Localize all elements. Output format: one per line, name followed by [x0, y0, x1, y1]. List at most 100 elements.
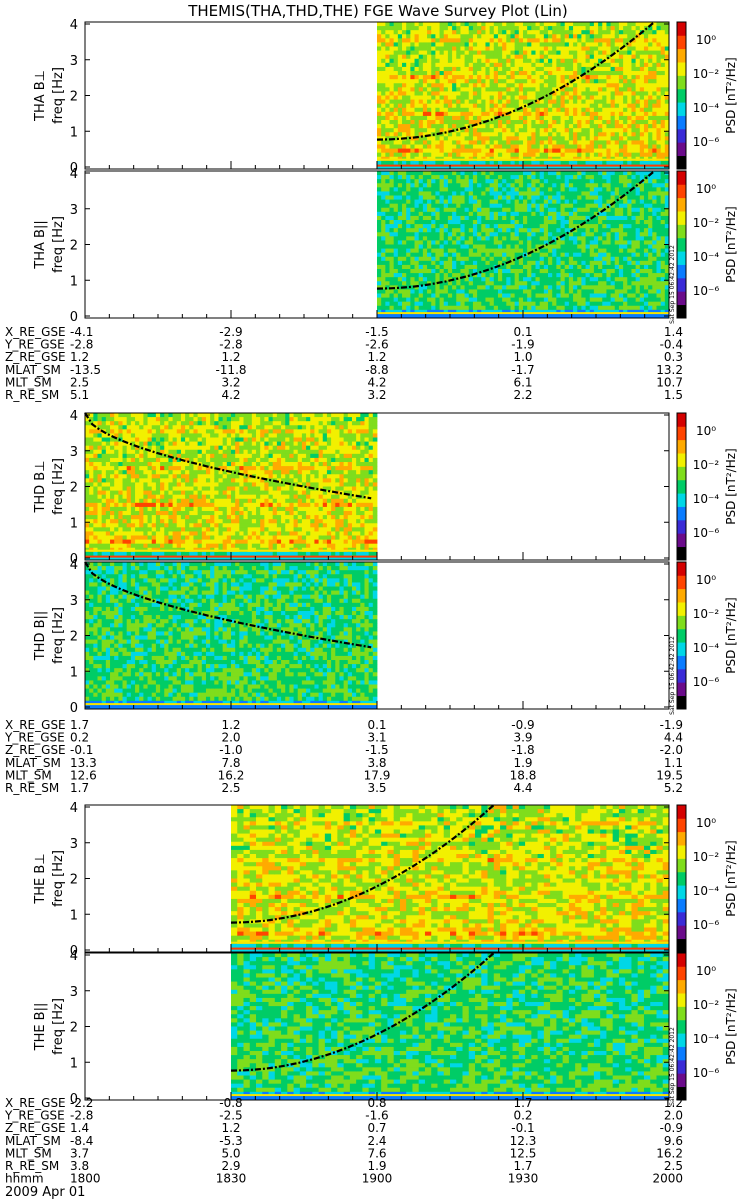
spectral-line	[377, 158, 669, 161]
ephemeris-value: -0.1	[511, 1121, 534, 1135]
timestamp-stamp: Sat Sep 15 06:42:42 2012	[669, 636, 676, 715]
panel-thd-bpar: 0 1 2 3 4 THD B|| freq [Hz] 10⁰ 10⁻² 10⁻⁴ 10⁻⁶ PSD …	[33, 558, 738, 716]
ephemeris-value: -0.1	[70, 743, 93, 757]
cyclotron-trace	[376, 21, 656, 141]
timestamp-stamp: Sat Sep 15 06:42:42 2012	[669, 245, 676, 324]
spectral-line	[85, 549, 377, 552]
ephemeris-row-label: Z_RE_GSE	[5, 1121, 66, 1135]
ephemeris-value: 0.7	[367, 1121, 386, 1135]
ephemeris-value: -1.5	[365, 325, 388, 339]
ephemeris-value: 12.6	[70, 768, 97, 782]
ephemeris-value: 3.8	[367, 756, 386, 770]
freq-axis-label: freq [Hz]	[51, 458, 66, 515]
ephemeris-value: -2.5	[219, 1109, 242, 1123]
freq-tick-label: 4	[70, 801, 78, 816]
ephemeris-value: 12.3	[510, 1134, 537, 1148]
ephemeris-row-label: X_RE_GSE	[5, 718, 66, 732]
ephemeris-value: -4.1	[70, 325, 93, 339]
spectral-line	[231, 1094, 669, 1097]
colorbar-tick-label: 10⁻²	[693, 998, 720, 1012]
ephemeris-row-label: Z_RE_GSE	[5, 350, 66, 364]
freq-tick-label: 3	[70, 594, 78, 609]
ephemeris-value: 4.2	[221, 388, 240, 402]
cyclotron-trace	[84, 561, 372, 649]
ephemeris-row-label: Y_RE_GSE	[4, 1109, 65, 1123]
figure-title: THEMIS(THA,THD,THE) FGE Wave Survey Plot…	[187, 2, 568, 20]
panel-tha-bpar: 0 1 2 3 4 THA B|| freq [Hz] 10⁰ 10⁻² 10⁻⁴ 10⁻⁶ PSD …	[33, 167, 738, 325]
ephemeris-value: 1.9	[513, 756, 532, 770]
ephemeris-value: 1.4	[664, 325, 683, 339]
ephemeris-value: -8.8	[365, 363, 388, 377]
colorbar-tick-label: 10⁰	[696, 33, 716, 47]
ephemeris-thd: X_RE_GSE 1.7 1.2 0.1 -0.9 -1.9 Y_RE_GSE 0.2 2.0 3…	[4, 718, 683, 795]
spectrogram-image	[231, 805, 670, 953]
colorbar-tick-label: 10⁻²	[693, 216, 720, 230]
ephemeris-row-label: MLT_SM	[5, 375, 52, 389]
freq-tick-label: 2	[70, 873, 78, 888]
ephemeris-tha: X_RE_GSE -4.1 -2.9 -1.5 0.1 1.4 Y_RE_GSE -2.8 -2…	[4, 325, 683, 402]
ephemeris-value: -2.2	[70, 1096, 93, 1110]
ephemeris-value: -2.8	[219, 338, 242, 352]
ephemeris-value: 19.5	[656, 768, 683, 782]
colorbar-tick-label: 10⁰	[696, 424, 716, 438]
ephemeris-value: -2.6	[365, 338, 388, 352]
panel-label: THD B⊥	[33, 460, 48, 513]
ephemeris-value: 5.1	[70, 388, 89, 402]
ephemeris-tables: X_RE_GSE -4.1 -2.9 -1.5 0.1 1.4 Y_RE_GSE -2.8 -2…	[4, 325, 683, 1186]
freq-tick-label: 0	[70, 310, 78, 325]
freq-tick-label: 3	[70, 54, 78, 69]
colorbar-tick-label: 10⁻²	[693, 607, 720, 621]
freq-tick-label: 0	[70, 552, 78, 567]
colorbar-tick-label: 10⁰	[696, 816, 716, 830]
freq-tick-label: 1	[70, 908, 78, 923]
freq-tick-label: 4	[70, 949, 78, 964]
freq-tick-label: 1	[70, 516, 78, 531]
ephemeris-value: 1.2	[221, 350, 240, 364]
ephemeris-value: 1.2	[221, 718, 240, 732]
ephemeris-row-label: Y_RE_GSE	[4, 731, 65, 745]
ephemeris-value: 0.1	[367, 718, 386, 732]
ephemeris-value: 10.7	[656, 375, 683, 389]
freq-tick-label: 0	[70, 701, 78, 716]
ephemeris-value: 1.2	[221, 1121, 240, 1135]
colorbar: 10⁰ 10⁻² 10⁻⁴ 10⁻⁶ PSD [nT²/Hz]	[676, 804, 738, 953]
ephemeris-value: 16.2	[218, 768, 245, 782]
spectrogram-image	[377, 171, 670, 319]
ephemeris-row-label: R_RE_SM	[5, 781, 59, 795]
ephemeris-row-label: X_RE_GSE	[5, 325, 66, 339]
ephemeris-value: -0.8	[219, 1096, 242, 1110]
ephemeris-value: 13.2	[656, 363, 683, 377]
ephemeris-row-label: X_RE_GSE	[5, 1096, 66, 1110]
ephemeris-value: -2.9	[219, 325, 242, 339]
ephemeris-row-label: R_RE_SM	[5, 1159, 59, 1173]
colorbar-tick-label: 10⁻⁶	[693, 1066, 720, 1080]
freq-tick-label: 2	[70, 481, 78, 496]
colorbar-tick-label: 10⁻⁶	[693, 526, 720, 540]
ephemeris-value: 7.8	[221, 756, 240, 770]
panel-the-bperp: 0 1 2 3 4 THE B⊥ freq [Hz] 10⁰ 10⁻² 10⁻⁴ 10⁻⁶ PSD […	[33, 801, 738, 959]
ephemeris-value: -13.5	[70, 363, 101, 377]
ephemeris-value: 3.2	[367, 388, 386, 402]
ephemeris-value: 2.5	[221, 781, 240, 795]
ephemeris-value: 5.2	[664, 781, 683, 795]
ephemeris-value: 1.2	[70, 350, 89, 364]
ephemeris-row-label: Y_RE_GSE	[4, 338, 65, 352]
colorbar-label: PSD [nT²/Hz]	[724, 840, 738, 916]
panel-label: THA B||	[33, 220, 48, 269]
panel-thd-bperp: 0 1 2 3 4 THD B⊥ freq [Hz] 10⁰ 10⁻² 10⁻⁴ 10⁻⁶ PSD […	[33, 409, 738, 567]
ephemeris-value: 0.8	[367, 1096, 386, 1110]
freq-tick-label: 2	[70, 239, 78, 254]
colorbar-tick-label: 10⁻⁴	[693, 884, 720, 898]
freq-tick-label: 3	[70, 445, 78, 460]
colorbar-label: PSD [nT²/Hz]	[724, 57, 738, 133]
ephemeris-value: -0.9	[660, 1121, 683, 1135]
panel-label: THA B⊥	[33, 70, 48, 122]
ephemeris-value: 1830	[216, 1172, 247, 1186]
colorbar-tick-label: 10⁰	[696, 573, 716, 587]
ephemeris-value: 3.2	[221, 375, 240, 389]
colorbar-tick-label: 10⁻⁴	[693, 101, 720, 115]
ephemeris-value: 2.4	[367, 1134, 386, 1148]
ephemeris-value: 13.3	[70, 756, 97, 770]
